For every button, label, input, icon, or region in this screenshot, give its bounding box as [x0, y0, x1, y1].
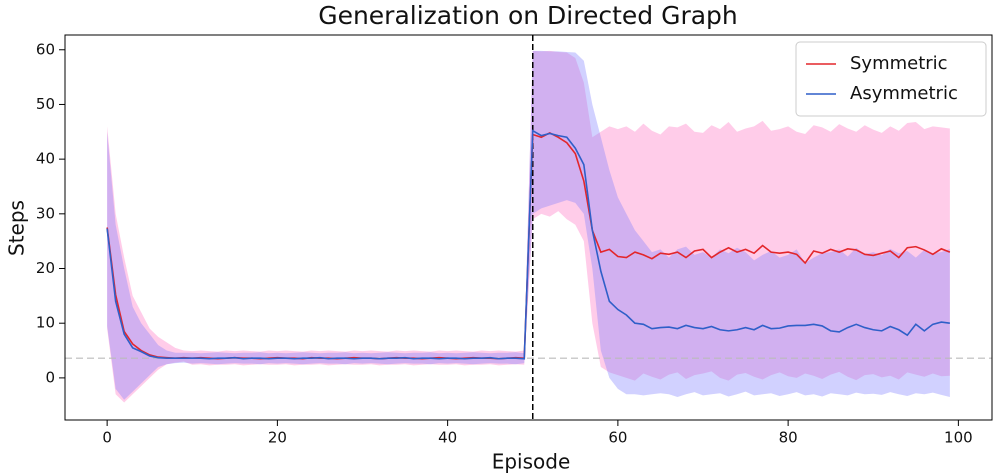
y-tick-label: 50: [36, 95, 55, 113]
x-tick-label: 0: [102, 429, 112, 447]
y-tick-label: 60: [36, 40, 55, 58]
x-tick-label: 100: [944, 429, 973, 447]
y-tick-label: 40: [36, 150, 55, 168]
x-tick-label: 20: [268, 429, 287, 447]
x-tick-label: 60: [608, 429, 627, 447]
series-line: [106, 129, 950, 360]
y-tick-label: 20: [36, 259, 55, 277]
x-tick-label: 40: [438, 429, 457, 447]
y-tick-label: 0: [45, 368, 55, 386]
x-axis-label: Episode: [492, 450, 571, 474]
axes-frame: [64, 34, 993, 421]
plot-area: [65, 35, 992, 420]
x-tick-label: 80: [779, 429, 798, 447]
chart-title: Generalization on Directed Graph: [318, 1, 738, 30]
legend-label: Symmetric: [850, 53, 948, 74]
y-tick-label: 30: [36, 204, 55, 222]
legend-label: Asymmetric: [850, 83, 958, 104]
y-tick-label: 10: [36, 314, 55, 332]
legend-box: [795, 41, 987, 117]
y-axis-label: Steps: [5, 200, 29, 256]
